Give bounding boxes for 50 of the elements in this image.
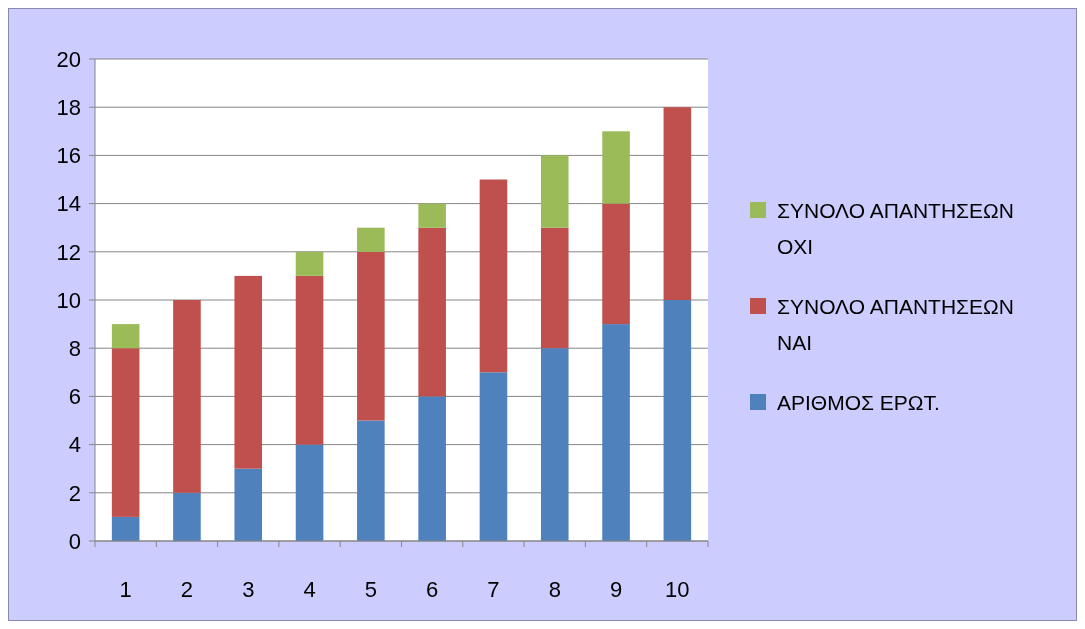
y-tick-label: 12 bbox=[56, 239, 81, 265]
bar bbox=[418, 396, 446, 541]
y-tick-label: 4 bbox=[68, 432, 81, 458]
y-tick-label: 6 bbox=[68, 384, 81, 410]
x-tick-label: 4 bbox=[303, 577, 316, 602]
bar bbox=[540, 348, 569, 541]
legend-label: ΣΥΝΟΛΟ ΑΠΑΝΤΗΣΕΩΝ ΝΑΙ bbox=[777, 295, 1014, 354]
bar bbox=[602, 131, 630, 204]
bar bbox=[111, 348, 140, 517]
bar bbox=[295, 275, 324, 445]
x-tick-label: 1 bbox=[119, 577, 132, 602]
bar bbox=[357, 420, 385, 541]
legend-label: ΣΥΝΟΛΟ ΑΠΑΝΤΗΣΕΩΝ ΟΧΙ bbox=[777, 199, 1014, 258]
bar bbox=[663, 300, 692, 541]
y-tick-label: 8 bbox=[68, 335, 81, 361]
bar bbox=[479, 179, 508, 373]
bar bbox=[540, 227, 569, 349]
bar bbox=[602, 203, 630, 325]
bar bbox=[418, 227, 446, 397]
bar bbox=[357, 227, 385, 252]
y-tick-label: 18 bbox=[56, 94, 81, 120]
bar bbox=[173, 492, 201, 541]
bar bbox=[234, 468, 263, 541]
y-tick-label: 2 bbox=[68, 480, 81, 506]
y-tick-label: 10 bbox=[56, 287, 81, 313]
x-tick-label: 3 bbox=[242, 577, 255, 602]
bar bbox=[111, 324, 140, 349]
bar bbox=[602, 324, 630, 541]
y-tick-label: 0 bbox=[68, 528, 81, 554]
x-tick-label: 8 bbox=[548, 577, 561, 602]
y-tick-label: 16 bbox=[56, 143, 81, 169]
bar bbox=[295, 251, 324, 276]
x-tick-label: 7 bbox=[487, 577, 500, 602]
bar bbox=[479, 372, 508, 541]
bar bbox=[173, 300, 201, 493]
y-tick-label: 20 bbox=[56, 46, 81, 72]
bar bbox=[357, 251, 385, 421]
x-tick-label: 9 bbox=[609, 577, 623, 602]
x-tick-label: 10 bbox=[665, 577, 690, 602]
bar bbox=[295, 444, 324, 541]
y-tick-label: 14 bbox=[56, 191, 81, 217]
bar bbox=[418, 203, 446, 228]
legend-label: ΑΡΙΘΜΟΣ ΕΡΩΤ. bbox=[777, 391, 940, 414]
bar bbox=[540, 155, 569, 228]
x-tick-label: 5 bbox=[364, 577, 377, 602]
x-tick-label: 6 bbox=[426, 577, 439, 602]
x-tick-label: 2 bbox=[180, 577, 194, 602]
bar bbox=[111, 516, 140, 541]
bar bbox=[663, 107, 692, 300]
bar bbox=[234, 275, 263, 469]
